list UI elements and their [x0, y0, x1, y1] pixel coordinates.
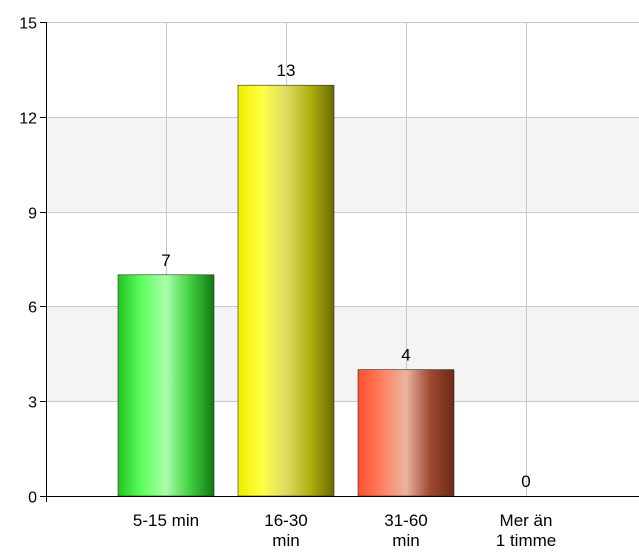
- y-axis-tick-labels: 0 3 6 9 12 15: [19, 16, 37, 507]
- axes: [40, 22, 639, 502]
- y-tick-label: 3: [28, 395, 37, 412]
- bar-value-label: 7: [161, 251, 170, 270]
- y-tick-label: 9: [28, 206, 37, 223]
- y-tick-label: 15: [19, 16, 37, 33]
- bars: [117, 84, 455, 497]
- bar: [117, 274, 215, 497]
- bar: [357, 369, 455, 497]
- x-axis-category-labels: 5-15 min 16-30 min 31-60 min Mer än 1 timme: [133, 511, 556, 550]
- x-category-label: 5-15 min: [133, 511, 199, 530]
- y-tick-label: 6: [28, 300, 37, 317]
- x-category-label: 31-60 min: [384, 511, 427, 550]
- bar-value-labels: 7 13 4 0: [161, 61, 530, 491]
- y-tick-label: 12: [19, 111, 37, 128]
- bar-value-label: 13: [277, 61, 296, 80]
- x-category-label: Mer än 1 timme: [496, 511, 556, 550]
- bar: [237, 84, 335, 497]
- x-category-label: 16-30 min: [264, 511, 307, 550]
- bar-value-label: 4: [401, 346, 410, 365]
- y-tick-label: 0: [28, 490, 37, 507]
- background-band: [46, 116, 639, 212]
- bar-value-label: 0: [521, 472, 530, 491]
